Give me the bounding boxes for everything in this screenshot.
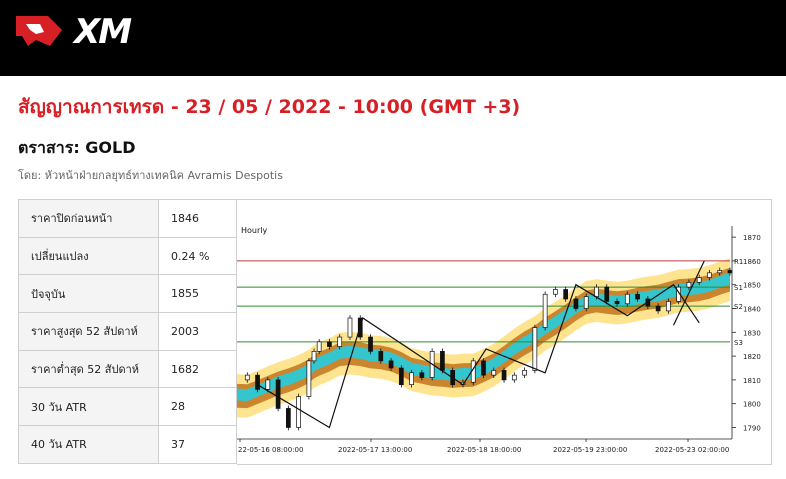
stat-value: 1682 — [158, 349, 237, 389]
stat-label: 30 วัน ATR — [18, 387, 159, 427]
candle-body — [553, 289, 558, 295]
candle-body — [368, 336, 373, 352]
y-tick-label: 1790 — [743, 424, 761, 432]
candle-body — [594, 286, 599, 297]
candle-body — [265, 379, 271, 390]
table-row: ราคาปิดก่อนหน้า 1846 — [18, 199, 237, 238]
candle-body — [275, 379, 281, 409]
level-label-s3: S3 — [734, 339, 743, 347]
candle-body — [327, 341, 332, 347]
stat-label: ปัจจุบัน — [18, 274, 159, 314]
stat-value: 0.24 % — [158, 236, 237, 276]
xm-bull-icon — [16, 16, 62, 46]
stat-label: ราคาปิดก่อนหน้า — [18, 199, 159, 238]
y-tick-label: 1810 — [743, 377, 761, 385]
candle-body — [727, 270, 733, 274]
level-label-r1: R1 — [734, 258, 743, 266]
candle-body — [614, 301, 620, 305]
zigzag-last-leg — [672, 260, 705, 326]
level-label-s1: S1 — [734, 284, 743, 292]
candle-body — [511, 374, 517, 381]
candle-body — [573, 298, 579, 309]
chart-title: Hourly — [241, 226, 267, 235]
table-row: ปัจจุบัน 1855 — [18, 274, 237, 314]
x-tick-label: 22-05-16 08:00:00 — [238, 446, 303, 454]
candle-body — [306, 360, 312, 397]
table-row: 30 วัน ATR 28 — [18, 387, 237, 427]
candle-body — [604, 286, 610, 302]
y-tick-label: 1830 — [743, 329, 761, 337]
stat-value: 1846 — [158, 199, 237, 238]
candle-body — [563, 289, 569, 300]
candle-body — [347, 317, 353, 338]
x-tick-label: 2022-05-17 13:00:00 — [338, 446, 412, 454]
level-label-s2: S2 — [734, 303, 743, 311]
candle-body — [311, 350, 317, 362]
brand-name: XM — [74, 12, 132, 52]
candle-body — [542, 293, 548, 328]
candle-body — [316, 341, 322, 352]
y-tick-label: 1840 — [743, 306, 761, 314]
ma-band-inner — [237, 272, 730, 401]
candle-body — [522, 370, 527, 376]
stat-value: 1855 — [158, 274, 237, 314]
stat-label: ราคาต่ำสุด 52 สัปดาห์ — [18, 349, 159, 389]
candle-body — [686, 281, 692, 288]
zigzag-line — [257, 283, 700, 429]
candle-body — [419, 372, 425, 378]
price-chart-panel: R1 S1 S2 S3 1790 1800 1810 1820 1830 1840 1850 1860… — [237, 199, 772, 465]
y-tick-label: 1850 — [743, 282, 761, 290]
candle-body — [635, 293, 640, 300]
table-row: เปลี่ยนแปลง 0.24 % — [18, 236, 237, 276]
candle-body — [717, 270, 723, 274]
stat-label: เปลี่ยนแปลง — [18, 236, 159, 276]
candle-body — [388, 360, 394, 369]
candle-body — [655, 305, 661, 312]
candle-body — [583, 296, 589, 309]
y-tick-label: 1860 — [743, 258, 761, 266]
candle-body — [409, 372, 414, 386]
candle-body — [696, 277, 702, 283]
candle-body — [624, 293, 630, 305]
table-row: 40 วัน ATR 37 — [18, 425, 237, 464]
stat-value: 28 — [158, 387, 237, 427]
instrument-title: ตราสาร: GOLD — [18, 138, 136, 157]
header-bar: XM — [0, 0, 786, 76]
xm-logo[interactable]: XM — [14, 10, 136, 52]
candle-body — [491, 370, 497, 376]
candle-body — [532, 327, 538, 371]
candle-body — [666, 301, 671, 312]
stat-label: ราคาสูงสุด 52 สัปดาห์ — [18, 312, 159, 351]
candle-body — [255, 374, 260, 390]
y-tick-label: 1820 — [743, 353, 761, 361]
y-tick-label: 1870 — [743, 234, 761, 242]
candle-body — [501, 370, 507, 381]
x-tick-label: 2022-05-18 18:00:00 — [447, 446, 521, 454]
stat-value: 37 — [158, 425, 237, 464]
x-tick-label: 2022-05-19 23:00:00 — [553, 446, 627, 454]
table-row: ราคาต่ำสุด 52 สัปดาห์ 1682 — [18, 349, 237, 389]
candle-body — [481, 360, 486, 376]
y-tick-label: 1800 — [743, 401, 761, 409]
candle-body — [378, 350, 384, 362]
candle-body — [286, 408, 291, 428]
page-title: สัญญาณการเทรด - 23 / 05 / 2022 - 10:00 (… — [18, 96, 521, 118]
stats-table: ราคาปิดก่อนหน้า 1846 เปลี่ยนแปลง 0.24 % ปั… — [18, 199, 237, 464]
x-tick-label: 2022-05-23 02:00:00 — [655, 446, 729, 454]
stat-label: 40 วัน ATR — [18, 425, 159, 464]
price-chart: R1 S1 S2 S3 1790 1800 1810 1820 1830 1840 1850 1860… — [237, 226, 761, 454]
author-byline: โดย: หัวหน้าฝ่ายกลยุทธ์ทางเทคนิค Avramis… — [18, 169, 283, 182]
candle-body — [440, 350, 445, 371]
stat-value: 2003 — [158, 312, 237, 351]
candle-body — [296, 396, 301, 428]
candle-body — [337, 336, 343, 347]
candle-body — [398, 367, 404, 386]
candle-body — [244, 374, 250, 381]
candle-body — [707, 272, 712, 278]
table-row: ราคาสูงสุด 52 สัปดาห์ 2003 — [18, 312, 237, 351]
